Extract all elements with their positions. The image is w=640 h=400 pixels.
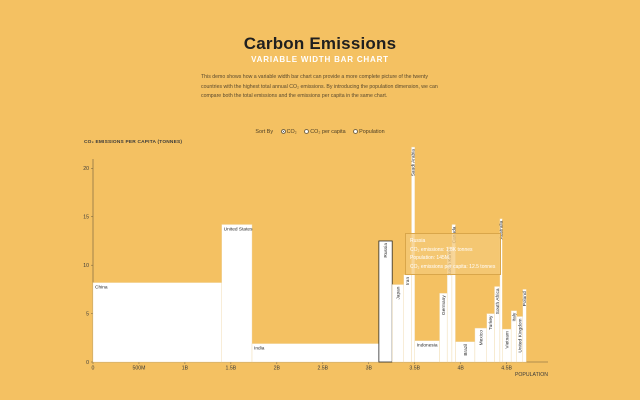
x-tick-label: 1B: [182, 366, 189, 372]
x-tick-label: 2.5B: [317, 366, 328, 372]
bar-label: Mexico: [478, 330, 484, 346]
bar-label: Saudi Arabia: [411, 149, 417, 177]
radio-icon[interactable]: [304, 129, 310, 134]
x-tick-label: 3.5B: [409, 366, 420, 372]
bar-iran: [403, 274, 412, 363]
y-tick-label: 5: [86, 311, 89, 317]
bar-label: United States: [224, 227, 253, 233]
x-axis-label: POPULATION: [515, 372, 548, 378]
bar-label: Japan: [396, 286, 402, 299]
radio-selected-icon[interactable]: [280, 129, 286, 134]
sort-option-population-label: Population: [359, 129, 385, 135]
bar-label: Italy: [511, 312, 517, 321]
sort-controls: Sort By CO₂ CO₂ per capita Population: [0, 129, 640, 135]
sort-option-per-capita-label: CO₂ per capita: [310, 129, 346, 135]
sort-option-population[interactable]: Population: [353, 129, 385, 135]
tooltip: Russia CO₂ emissions: 1.8K tonnes Popula…: [405, 233, 501, 275]
sort-option-per-capita[interactable]: CO₂ per capita: [304, 129, 346, 135]
x-tick-label: 3B: [366, 366, 373, 372]
y-tick-label: 15: [83, 215, 89, 221]
y-tick-label: 20: [83, 166, 89, 172]
bar-label: United Kingdom: [517, 318, 523, 352]
bar-label: Brazil: [463, 344, 469, 356]
bar-label: Russia: [383, 243, 389, 258]
y-tick-label: 10: [83, 263, 89, 269]
bar-china: [92, 282, 222, 363]
y-axis-label: CO₂ EMISSIONS PER CAPITA (TONNES): [84, 140, 183, 145]
bar-label: Indonesia: [417, 343, 438, 349]
bar-label: Iran: [405, 277, 411, 286]
sort-label: Sort By: [255, 129, 274, 135]
bar-australia: [499, 218, 503, 363]
tooltip-line: CO₂ emissions per capita: 12.5 tonnes: [410, 263, 496, 270]
bar-label: Vietnam: [504, 331, 510, 349]
y-tick-label: 0: [86, 360, 89, 366]
chart-title: Carbon Emissions: [243, 34, 397, 53]
radio-icon[interactable]: [353, 129, 359, 134]
x-tick-label: 4.5B: [501, 366, 512, 372]
bar-label: Germany: [441, 295, 447, 315]
tooltip-line: Population: 145M: [410, 255, 449, 261]
x-tick-label: 0: [92, 366, 95, 372]
chart-description: This demo shows how a variable width bar…: [201, 74, 438, 100]
x-tick-label: 2B: [274, 366, 281, 372]
bar-united-states: [221, 224, 253, 363]
tooltip-title: Russia: [410, 238, 426, 244]
bar-poland: [522, 289, 527, 363]
bar-label: India: [254, 346, 265, 352]
x-tick-label: 500M: [132, 366, 145, 372]
chart-subtitle: VARIABLE WIDTH BAR CHART: [251, 55, 389, 64]
bar-canada: [451, 224, 456, 363]
bar-india: [251, 343, 380, 363]
bar-label: Australia: [499, 220, 505, 239]
bar-label: China: [95, 285, 108, 291]
sort-option-co2[interactable]: CO₂: [280, 129, 297, 135]
bar-label: South Africa: [495, 288, 501, 314]
x-tick-label: 4B: [457, 366, 464, 372]
bar-russia: [378, 240, 393, 363]
tooltip-line: CO₂ emissions: 1.8K tonnes: [410, 246, 473, 253]
bar-label: Poland: [522, 291, 528, 306]
bar-label: Turkey: [488, 315, 494, 330]
x-tick-label: 1.5B: [226, 366, 237, 372]
sort-option-co2-label: CO₂: [286, 129, 297, 135]
